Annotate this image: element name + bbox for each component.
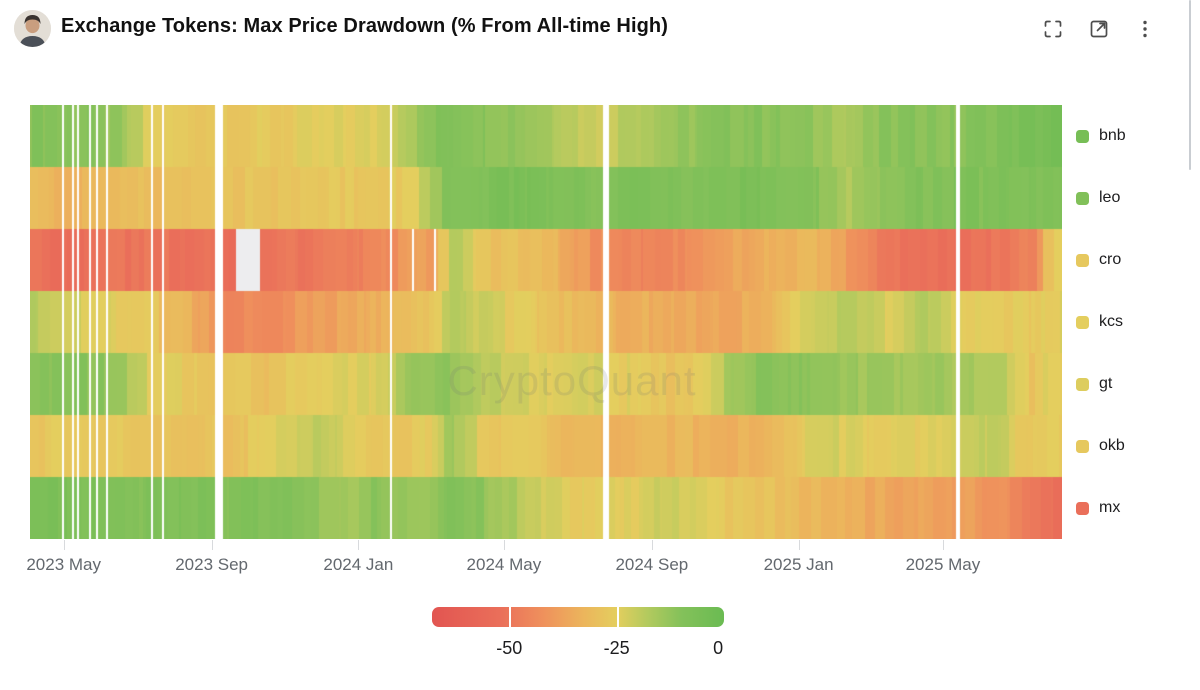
legend-item-bnb[interactable]: bnb <box>1076 127 1126 145</box>
colorbar-tick-label: -50 <box>496 638 523 658</box>
more-options-button[interactable] <box>1134 18 1156 40</box>
legend-item-leo[interactable]: leo <box>1076 189 1126 207</box>
x-axis-tick <box>798 540 800 550</box>
x-axis-label: 2023 Sep <box>175 555 249 574</box>
x-axis-label: 2024 Sep <box>615 555 689 574</box>
legend-swatch-leo <box>1076 191 1089 205</box>
legend-item-cro[interactable]: cro <box>1076 251 1126 269</box>
legend-swatch-kcs <box>1076 315 1089 329</box>
x-axis-label: 2023 May <box>26 555 102 574</box>
legend-item-kcs[interactable]: kcs <box>1076 313 1126 331</box>
legend-item-mx[interactable]: mx <box>1076 499 1126 517</box>
x-axis-label: 2024 May <box>466 555 542 574</box>
x-axis-label: 2025 Jan <box>763 555 834 574</box>
author-avatar[interactable] <box>14 10 51 47</box>
colorbar-labels: -50 -25 0 <box>432 638 724 664</box>
x-axis-tick <box>942 540 944 550</box>
heatmap-canvas[interactable] <box>30 105 1062 539</box>
legend-swatch-cro <box>1076 253 1089 267</box>
scrollbar-thumb[interactable] <box>1189 0 1191 170</box>
chart-header: Exchange Tokens: Max Price Drawdown (% F… <box>0 0 1200 58</box>
x-axis: 2023 May 2023 Sep 2024 Jan 2024 May 2024… <box>26 540 1062 584</box>
legend-label: cro <box>1099 251 1122 268</box>
x-axis-label: 2024 Jan <box>323 555 394 574</box>
legend-swatch-mx <box>1076 501 1089 515</box>
legend-label: leo <box>1099 189 1121 206</box>
legend-swatch-gt <box>1076 377 1089 391</box>
legend-label: mx <box>1099 499 1121 516</box>
legend-label: bnb <box>1099 127 1126 144</box>
colorbar-tick <box>616 607 619 627</box>
header-actions <box>1042 18 1156 40</box>
colorbar: -50 -25 0 <box>432 607 724 664</box>
colorbar-tick-label: -25 <box>603 638 630 658</box>
legend-item-gt[interactable]: gt <box>1076 375 1126 393</box>
x-axis-tick <box>651 540 653 550</box>
fullscreen-button[interactable] <box>1042 18 1064 40</box>
kebab-menu-icon <box>1143 20 1147 38</box>
legend-label: okb <box>1099 437 1125 454</box>
x-axis-label: 2025 May <box>905 555 981 574</box>
page-title: Exchange Tokens: Max Price Drawdown (% F… <box>61 15 669 37</box>
avatar-image <box>14 10 51 47</box>
legend-label: kcs <box>1099 313 1123 330</box>
legend-swatch-bnb <box>1076 129 1089 143</box>
legend-item-okb[interactable]: okb <box>1076 437 1126 455</box>
x-axis-tick <box>211 540 213 550</box>
open-external-icon <box>1090 20 1108 38</box>
legend-swatch-okb <box>1076 439 1089 453</box>
x-axis-tick <box>63 540 65 550</box>
colorbar-tick <box>509 607 512 627</box>
x-axis-tick <box>358 540 360 550</box>
colorbar-gradient <box>432 607 724 627</box>
x-axis-tick <box>503 540 505 550</box>
heatmap-chart: CryptoQuant <box>30 105 1062 539</box>
open-external-button[interactable] <box>1088 18 1110 40</box>
fullscreen-icon <box>1044 20 1062 38</box>
series-legend: bnb leo cro kcs gt okb mx <box>1076 105 1126 539</box>
colorbar-tick-label: 0 <box>713 638 724 658</box>
legend-label: gt <box>1099 375 1113 392</box>
